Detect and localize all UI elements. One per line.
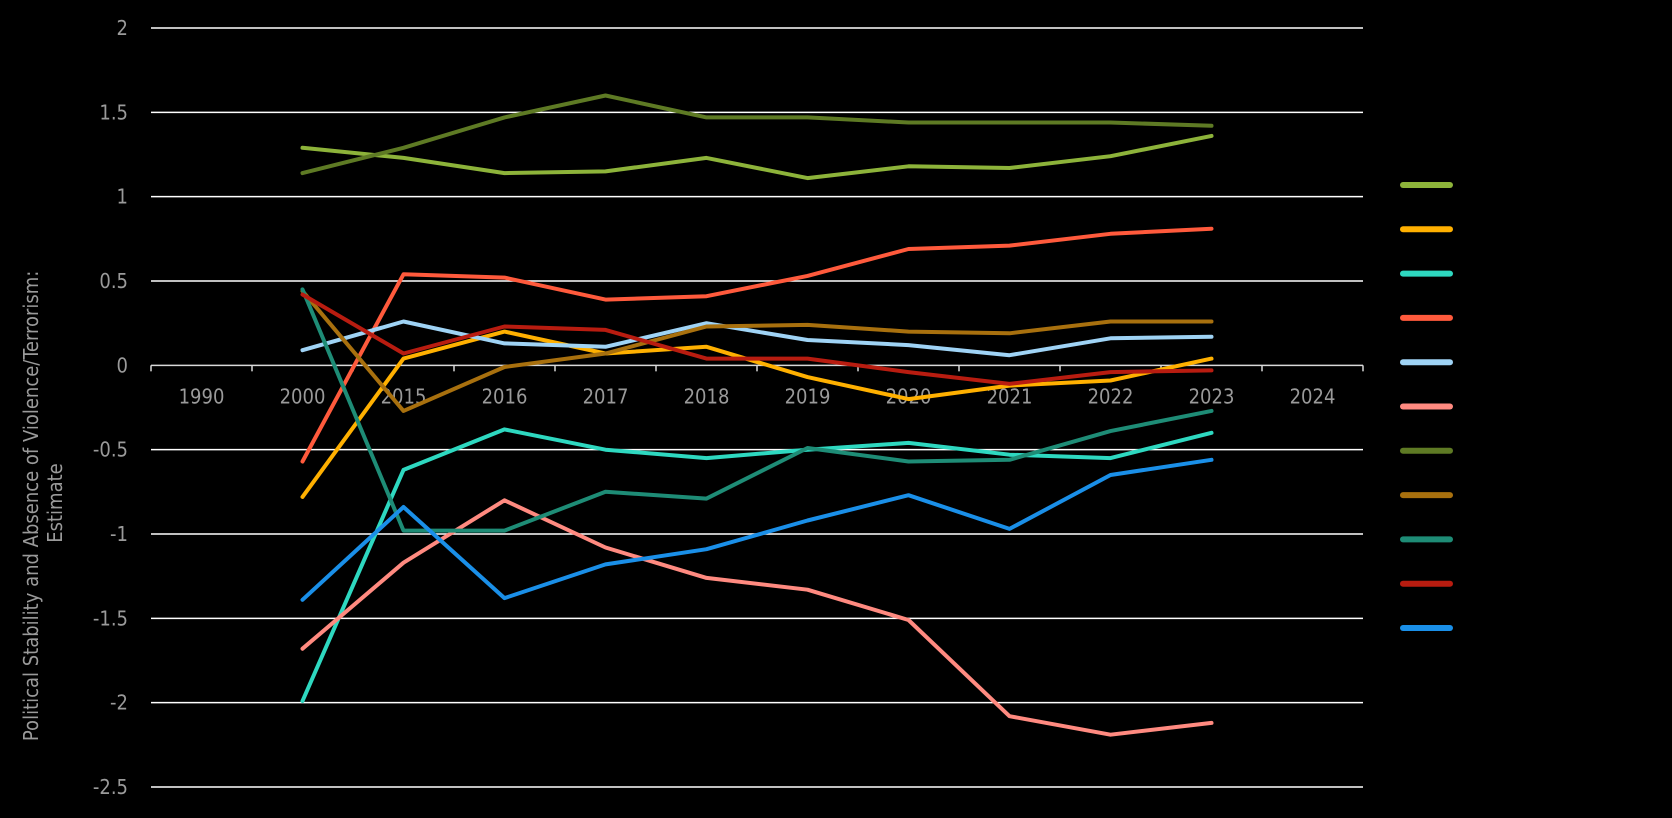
y-tick-label: -0.5 — [93, 438, 128, 462]
y-tick-label: -2.5 — [93, 775, 128, 799]
y-tick-label: 1 — [117, 185, 128, 209]
x-tick-label: 2016 — [482, 384, 528, 408]
y-axis-label: Political Stability and Absence of Viole… — [19, 265, 67, 741]
y-tick-label: 1.5 — [99, 100, 128, 124]
series-line — [300, 292, 1214, 386]
y-tick-label: 0.5 — [99, 269, 128, 293]
y-tick-label: 2 — [117, 16, 128, 40]
x-tick-label: 2023 — [1189, 384, 1235, 408]
y-axis-ticks: 2 1.5 1 0.5 0 -0.5 -1 -1.5 -2 -2.5 — [93, 16, 128, 799]
series-line — [300, 226, 1214, 464]
y-tick-label: 0 — [117, 353, 128, 377]
legend — [1400, 182, 1453, 631]
x-tick-label: 2000 — [280, 384, 326, 408]
y-axis-label-line-1: Political Stability and Absence of Viole… — [19, 271, 43, 741]
series-line — [300, 287, 1214, 533]
x-tick-label: 2024 — [1290, 384, 1336, 408]
y-tick-label: -1.5 — [93, 606, 128, 630]
series-lines — [300, 93, 1214, 737]
x-tick-label: 1990 — [179, 384, 225, 408]
series-line — [300, 457, 1214, 602]
series-line — [300, 93, 1214, 176]
x-tick-label: 2022 — [1088, 384, 1134, 408]
x-tick-label: 2017 — [583, 384, 629, 408]
y-axis-label-line-2: Estimate — [43, 463, 67, 542]
series-line — [300, 133, 1214, 181]
series-line — [300, 289, 1214, 413]
x-tick-label: 2018 — [684, 384, 730, 408]
y-tick-label: -2 — [110, 691, 128, 715]
x-tick-label: 2019 — [785, 384, 831, 408]
series-line — [300, 329, 1214, 499]
series-line — [300, 427, 1214, 703]
series-line — [300, 319, 1214, 358]
x-axis-ticks: 1990 2000 2015 2016 2017 2018 2019 2020 2021 2022… — [179, 384, 1336, 408]
y-tick-label: -1 — [110, 522, 128, 546]
